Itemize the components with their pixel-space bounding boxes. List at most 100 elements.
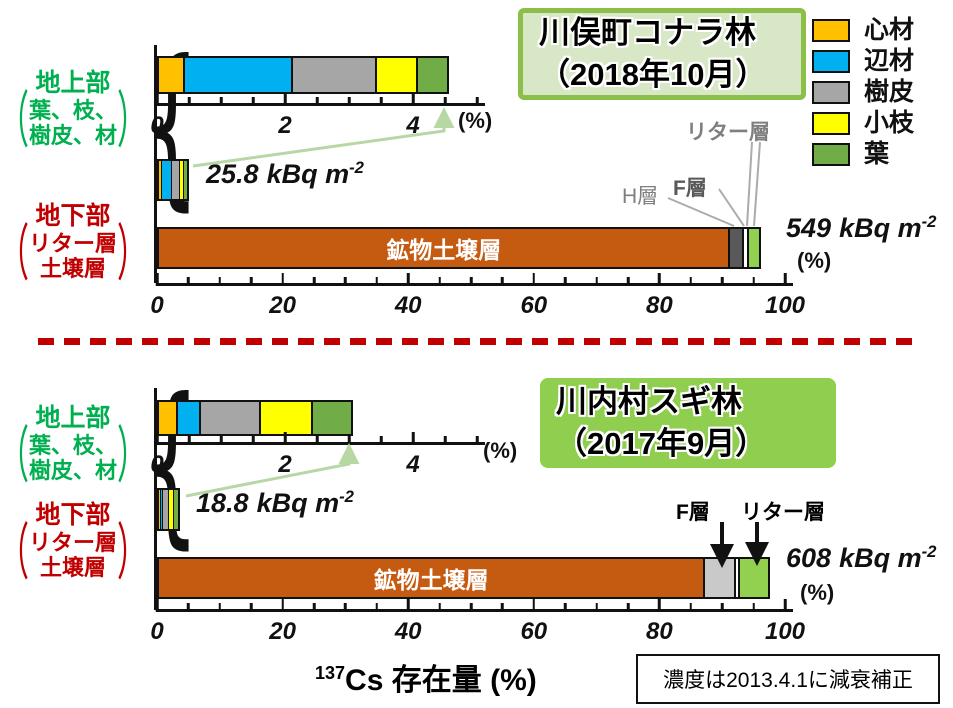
- axis-tick: [475, 97, 479, 106]
- axis-tick: [315, 436, 319, 445]
- above-ground-axis: 0 2 4: [150, 432, 485, 478]
- legend-item-小枝: 小枝: [812, 111, 914, 136]
- axis-tick: [595, 603, 598, 612]
- bar-segment-辺材: [160, 490, 164, 529]
- decay-correction-note: 濃度は2013.4.1に減衰補正: [636, 654, 940, 704]
- axis-tick-label: 2: [278, 112, 292, 139]
- axis-tick: [187, 97, 191, 106]
- above-ground-sub-1: 葉、枝、: [29, 97, 118, 123]
- below-ground-label: 地下部 （ リター層 土壌層 ）: [0, 501, 147, 585]
- axis-tick: [187, 603, 190, 612]
- open-paren: （: [0, 423, 29, 492]
- bar-segment-辺材: [184, 58, 294, 92]
- bar-segment-辺材: [178, 402, 201, 434]
- legend-item-葉: 葉: [812, 142, 914, 167]
- bar-segment-樹皮: [172, 161, 181, 199]
- axis-tick: [411, 93, 415, 106]
- legend-item-心材: 心材: [812, 18, 914, 43]
- axis-tick: [501, 277, 504, 286]
- above-ground-total: 25.8 kBq m-2: [206, 158, 364, 189]
- axis-tick: [752, 277, 755, 286]
- legend-item-樹皮: 樹皮: [812, 80, 914, 105]
- axis-tick: [312, 603, 316, 612]
- bar-segment-葉: [418, 58, 447, 92]
- axis-tick: [155, 432, 159, 445]
- above-ground-sub-2: 樹皮、材: [29, 123, 118, 149]
- above-ground-total: 18.8 kBq m-2: [196, 487, 354, 518]
- axis-tick-label: 40: [394, 292, 422, 319]
- axis-tick: [219, 97, 223, 106]
- y-axis-line: [154, 388, 157, 610]
- axis-tick: [375, 603, 379, 612]
- close-paren: ）: [117, 423, 148, 492]
- close-paren: ）: [117, 221, 148, 290]
- axis-tick: [532, 273, 536, 286]
- legend-label: 辺材: [864, 47, 915, 75]
- legend-swatch: [812, 19, 850, 42]
- below-ground-total: 549 kBq m-2: [786, 212, 937, 243]
- litter-layer-label: リター層: [686, 121, 770, 144]
- bar-segment-リター層: [749, 229, 759, 267]
- below-ground-sub-1: リター層: [29, 529, 118, 555]
- bar-segment-F層: [744, 229, 750, 267]
- axis-tick: [720, 603, 724, 612]
- h-layer-label: H層: [622, 185, 659, 208]
- axis-tick: [218, 603, 222, 612]
- legend-label: 葉: [864, 140, 890, 168]
- bar-segment-H層: [730, 229, 745, 267]
- bar-segment-心材: [159, 161, 162, 199]
- axis-tick: [438, 603, 441, 612]
- axis-tick-label: 0: [150, 618, 164, 645]
- axis-tick: [469, 603, 473, 612]
- axis-tick: [249, 277, 253, 286]
- close-paren: ）: [117, 520, 148, 589]
- axis-tick-label: 4: [406, 112, 420, 139]
- axis-tick: [563, 277, 567, 286]
- y-axis-line: [154, 45, 157, 283]
- close-paren: ）: [117, 88, 148, 157]
- bar-segment-鉱物土壌層: 鉱物土壌層: [159, 229, 731, 267]
- below-ground-axis: 0 20 40 60 80 100: [150, 599, 805, 645]
- bar-segment-隙間: [736, 559, 740, 597]
- bar-segment-葉: [312, 402, 351, 434]
- axis-tick: [344, 277, 347, 286]
- axis-tick-label: 0: [150, 112, 164, 139]
- open-paren: （: [0, 520, 29, 589]
- axis-tick: [443, 97, 447, 106]
- above-ground-bar: [157, 56, 449, 94]
- axis-tick: [783, 599, 787, 612]
- axis-tick: [532, 599, 536, 612]
- axis-tick: [283, 93, 287, 106]
- below-ground-total: 608 kBq m-2: [786, 542, 937, 573]
- title-line-1: 川俣町コナラ林: [539, 15, 756, 51]
- axis-tick: [658, 273, 661, 286]
- axis-tick: [443, 436, 447, 445]
- legend-item-辺材: 辺材: [812, 49, 914, 74]
- axis-tick: [155, 599, 159, 612]
- open-paren: （: [0, 221, 29, 290]
- below-ground-sub-2: 土壌層: [40, 555, 107, 581]
- bar-segment-葉: [184, 161, 188, 199]
- axis-tick: [218, 277, 222, 286]
- axis-tick: [406, 599, 410, 612]
- panel-title-kawauchi: 川内村スギ林 （2017年9月）: [540, 378, 836, 468]
- bar-segment-心材: [159, 58, 185, 92]
- title-line-2: （2017年9月）: [556, 426, 767, 461]
- axis-tick: [626, 603, 630, 612]
- axis-tick: [344, 603, 347, 612]
- axis-tick-label: 0: [150, 451, 164, 478]
- above-ground-bar: [157, 400, 353, 436]
- legend: 心材辺材樹皮小枝葉: [812, 18, 914, 173]
- panel-title-kawamata: 川俣町コナラ林 （2018年10月）: [518, 8, 806, 100]
- axis-tick-label: 2: [278, 451, 292, 478]
- bar-segment-F層: [705, 559, 737, 597]
- bar-segment-心材: [159, 402, 179, 434]
- axis-tick: [375, 277, 379, 286]
- axis-tick: [379, 436, 383, 445]
- axis-tick: [251, 97, 255, 106]
- axis-tick: [281, 273, 284, 286]
- axis-tick: [155, 93, 159, 106]
- above-ground-label: 地上部 （ 葉、枝、 樹皮、材 ）: [0, 69, 147, 153]
- axis-tick: [315, 97, 319, 106]
- legend-label: 樹皮: [864, 78, 915, 106]
